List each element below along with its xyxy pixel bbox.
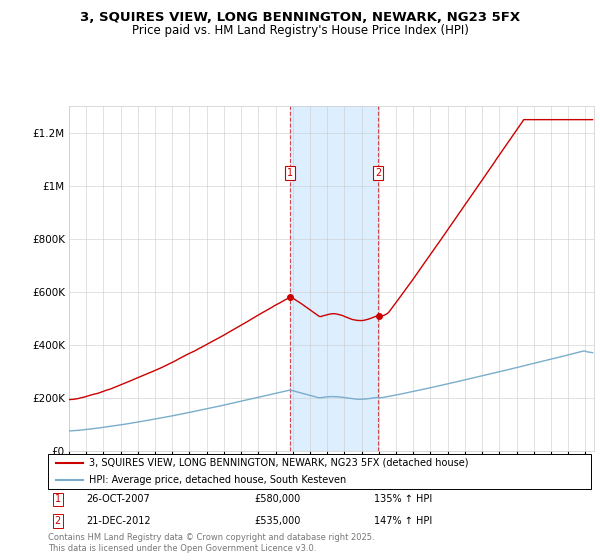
Text: 26-OCT-2007: 26-OCT-2007	[86, 494, 150, 505]
Text: HPI: Average price, detached house, South Kesteven: HPI: Average price, detached house, Sout…	[89, 475, 346, 485]
Bar	[290, 106, 379, 451]
Text: Price paid vs. HM Land Registry's House Price Index (HPI): Price paid vs. HM Land Registry's House …	[131, 24, 469, 36]
Text: £580,000: £580,000	[254, 494, 301, 505]
Text: Contains HM Land Registry data © Crown copyright and database right 2025.
This d: Contains HM Land Registry data © Crown c…	[48, 533, 374, 553]
Text: 3, SQUIRES VIEW, LONG BENNINGTON, NEWARK, NG23 5FX (detached house): 3, SQUIRES VIEW, LONG BENNINGTON, NEWARK…	[89, 458, 468, 468]
Text: 2: 2	[375, 167, 382, 178]
Text: 1: 1	[287, 167, 293, 178]
Text: 3, SQUIRES VIEW, LONG BENNINGTON, NEWARK, NG23 5FX: 3, SQUIRES VIEW, LONG BENNINGTON, NEWARK…	[80, 11, 520, 24]
Text: £535,000: £535,000	[254, 516, 301, 526]
Text: 21-DEC-2012: 21-DEC-2012	[86, 516, 151, 526]
Text: 1: 1	[55, 494, 61, 505]
Text: 135% ↑ HPI: 135% ↑ HPI	[374, 494, 432, 505]
Text: 147% ↑ HPI: 147% ↑ HPI	[374, 516, 432, 526]
Text: 2: 2	[55, 516, 61, 526]
